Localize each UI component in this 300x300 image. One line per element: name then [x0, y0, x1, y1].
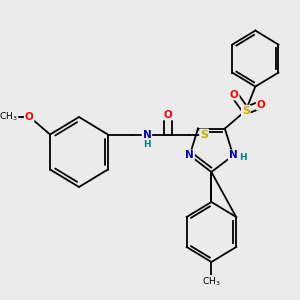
- Text: CH$_3$: CH$_3$: [0, 110, 17, 123]
- Text: O: O: [257, 100, 266, 110]
- Text: N: N: [185, 150, 194, 161]
- Text: H: H: [239, 153, 247, 162]
- Text: H: H: [143, 140, 151, 149]
- Text: S: S: [242, 106, 250, 116]
- Text: N: N: [142, 130, 151, 140]
- Text: O: O: [230, 90, 239, 100]
- Text: CH$_3$: CH$_3$: [202, 276, 221, 288]
- Text: S: S: [200, 130, 208, 140]
- Text: N: N: [229, 150, 238, 161]
- Text: O: O: [164, 110, 172, 119]
- Text: O: O: [25, 112, 34, 122]
